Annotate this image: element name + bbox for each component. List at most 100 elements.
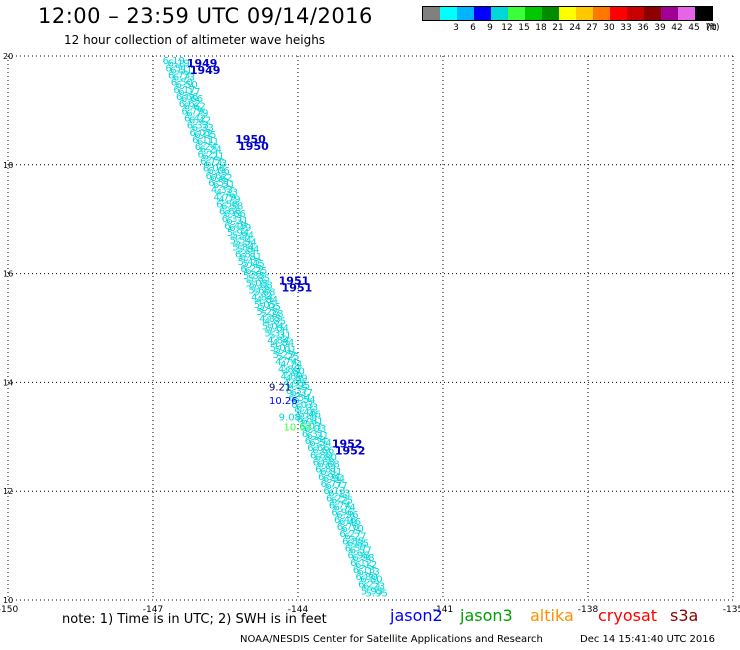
wave-height-value: 5.28 bbox=[256, 307, 278, 318]
legend-swatch bbox=[542, 7, 559, 20]
legend-swatch bbox=[627, 7, 644, 20]
wave-height-value: 6.42 bbox=[189, 116, 211, 127]
wave-height-value: 6.66 bbox=[312, 445, 334, 456]
time-label: 1950 bbox=[238, 140, 269, 153]
wave-height-value: 5.46 bbox=[294, 407, 316, 418]
wave-height-value: 6.03 bbox=[291, 400, 313, 411]
wave-height-value: 4.80 bbox=[283, 367, 305, 378]
wave-height-value: 6.25 bbox=[326, 493, 348, 504]
wave-height-value: 6.85 bbox=[342, 536, 364, 547]
wave-height-value: 6.27 bbox=[339, 529, 361, 540]
wave-height-value: 5.85 bbox=[248, 273, 270, 284]
wave-height-value: 5.05 bbox=[259, 302, 281, 313]
wave-height-value: 5.45 bbox=[238, 257, 260, 268]
legend-swatch bbox=[491, 7, 508, 20]
highlighted-wave-value: 10.53 bbox=[284, 422, 313, 433]
highlighted-wave-value: 10.26 bbox=[269, 396, 298, 407]
wave-height-value: 6.17 bbox=[173, 85, 195, 96]
legend-tick-label: 9 bbox=[487, 23, 493, 33]
wave-height-value: 6.19 bbox=[163, 56, 185, 67]
wave-height-value: 6.80 bbox=[310, 450, 332, 461]
wave-height-value: 6.21 bbox=[197, 149, 219, 160]
legend-tick-label: 12 bbox=[501, 23, 513, 33]
wave-height-value: 5.28 bbox=[261, 309, 283, 320]
wave-height-value: 6.94 bbox=[323, 474, 345, 485]
legend-tick-label: 42 bbox=[671, 23, 683, 33]
wave-height-value: 6.03 bbox=[304, 424, 326, 435]
wave-height-value: 6.66 bbox=[224, 209, 246, 220]
wave-height-value: 6.57 bbox=[345, 544, 367, 555]
wave-height-value: 5.08 bbox=[251, 281, 273, 292]
wave-height-value: 6.19 bbox=[168, 58, 190, 69]
time-label: 1952 bbox=[335, 445, 366, 458]
wave-height-value: 6.73 bbox=[205, 159, 227, 170]
wave-height-value: 6.37 bbox=[291, 388, 313, 399]
wave-height-value: 6.98 bbox=[352, 553, 374, 564]
wave-height-value: 6.79 bbox=[181, 106, 203, 117]
legend-tick-label: 27 bbox=[586, 23, 598, 33]
wave-height-value: 6.66 bbox=[176, 92, 198, 103]
wave-height-value: 6.51 bbox=[170, 66, 192, 77]
wave-height-value: 6.73 bbox=[168, 70, 190, 81]
generation-timestamp: Dec 14 15:41:40 UTC 2016 bbox=[580, 634, 715, 645]
wave-height-value: 6.17 bbox=[178, 87, 200, 98]
wave-height-value: 6.62 bbox=[179, 99, 201, 110]
wave-height-value: 6.46 bbox=[334, 515, 356, 526]
legend-tick-label: 15 bbox=[518, 23, 530, 33]
wave-height-value: 6.74 bbox=[329, 501, 351, 512]
wave-height-value: 5.01 bbox=[275, 345, 297, 356]
wave-height-value: 6.13 bbox=[323, 486, 345, 497]
wave-height-value: 6.54 bbox=[293, 395, 315, 406]
wave-height-value: 4.84 bbox=[256, 295, 278, 306]
legend-swatch bbox=[695, 7, 712, 20]
wave-height-value: 6.66 bbox=[307, 443, 329, 454]
wave-height-value: 4.74 bbox=[280, 359, 302, 370]
wave-height-value: 6.62 bbox=[206, 171, 228, 182]
map-title: 12:00 – 23:59 UTC 09/14/2016 bbox=[38, 4, 373, 28]
longitude-tick-label: -150 bbox=[0, 605, 18, 615]
wave-height-value: 6.24 bbox=[195, 142, 217, 153]
wave-height-value: 5.01 bbox=[270, 343, 292, 354]
wave-height-value: 6.31 bbox=[302, 429, 324, 440]
wave-height-value: 6.37 bbox=[286, 386, 308, 397]
legend-labels: (ft) 3 6 9 12 15 18 21 24 27 30 33 36 39 42 45 70 bbox=[422, 21, 719, 35]
wave-height-value: 6.58 bbox=[221, 202, 243, 213]
credit-line: NOAA/NESDIS Center for Satellite Applica… bbox=[240, 634, 543, 645]
legend-tick-label: 36 bbox=[637, 23, 649, 33]
wave-height-value: 4.95 bbox=[283, 379, 305, 390]
legend-swatch bbox=[559, 7, 576, 20]
longitude-tick-label: -138 bbox=[578, 605, 599, 615]
wave-height-value: 6.94 bbox=[318, 472, 340, 483]
legend-unit: (ft) bbox=[706, 23, 720, 33]
wave-height-value: 4.84 bbox=[267, 336, 289, 347]
wave-height-value: 4.89 bbox=[280, 372, 302, 383]
wave-height-value: 5.54 bbox=[230, 235, 252, 246]
wave-height-value: 6.70 bbox=[342, 524, 364, 535]
wave-height-value: 5.04 bbox=[262, 321, 284, 332]
wave-height-value: 5.85 bbox=[243, 271, 265, 282]
longitude-tick-label: -135 bbox=[723, 605, 740, 615]
wave-height-value: 6.31 bbox=[226, 216, 248, 227]
wave-height-value: 6.49 bbox=[229, 223, 251, 234]
wave-height-value: 5.25 bbox=[277, 352, 299, 363]
wave-height-value: 5.31 bbox=[269, 331, 291, 342]
wave-height-value: 6.58 bbox=[216, 200, 238, 211]
legend-tick-label: 3 bbox=[453, 23, 459, 33]
time-label: 1950 bbox=[235, 133, 266, 146]
wave-height-value: 6.05 bbox=[189, 128, 211, 139]
wave-height-value: 5.94 bbox=[227, 228, 249, 239]
map-subtitle: 12 hour collection of altimeter wave hei… bbox=[64, 33, 326, 47]
wave-height-value: 5.95 bbox=[366, 589, 388, 600]
legend-swatch bbox=[440, 7, 457, 20]
wave-height-value: 6.06 bbox=[203, 164, 225, 175]
wave-height-value: 6.23 bbox=[363, 582, 385, 593]
latitude-tick-label: 12 bbox=[3, 487, 13, 496]
wave-height-value: 6.46 bbox=[339, 517, 361, 528]
wave-height-value: 6.24 bbox=[200, 144, 222, 155]
legend-swatch bbox=[644, 7, 661, 20]
wave-height-value: 5.04 bbox=[267, 324, 289, 335]
legend-swatch bbox=[593, 7, 610, 20]
legend-tick-label: 6 bbox=[470, 23, 476, 33]
wave-height-value: 6.81 bbox=[297, 415, 319, 426]
